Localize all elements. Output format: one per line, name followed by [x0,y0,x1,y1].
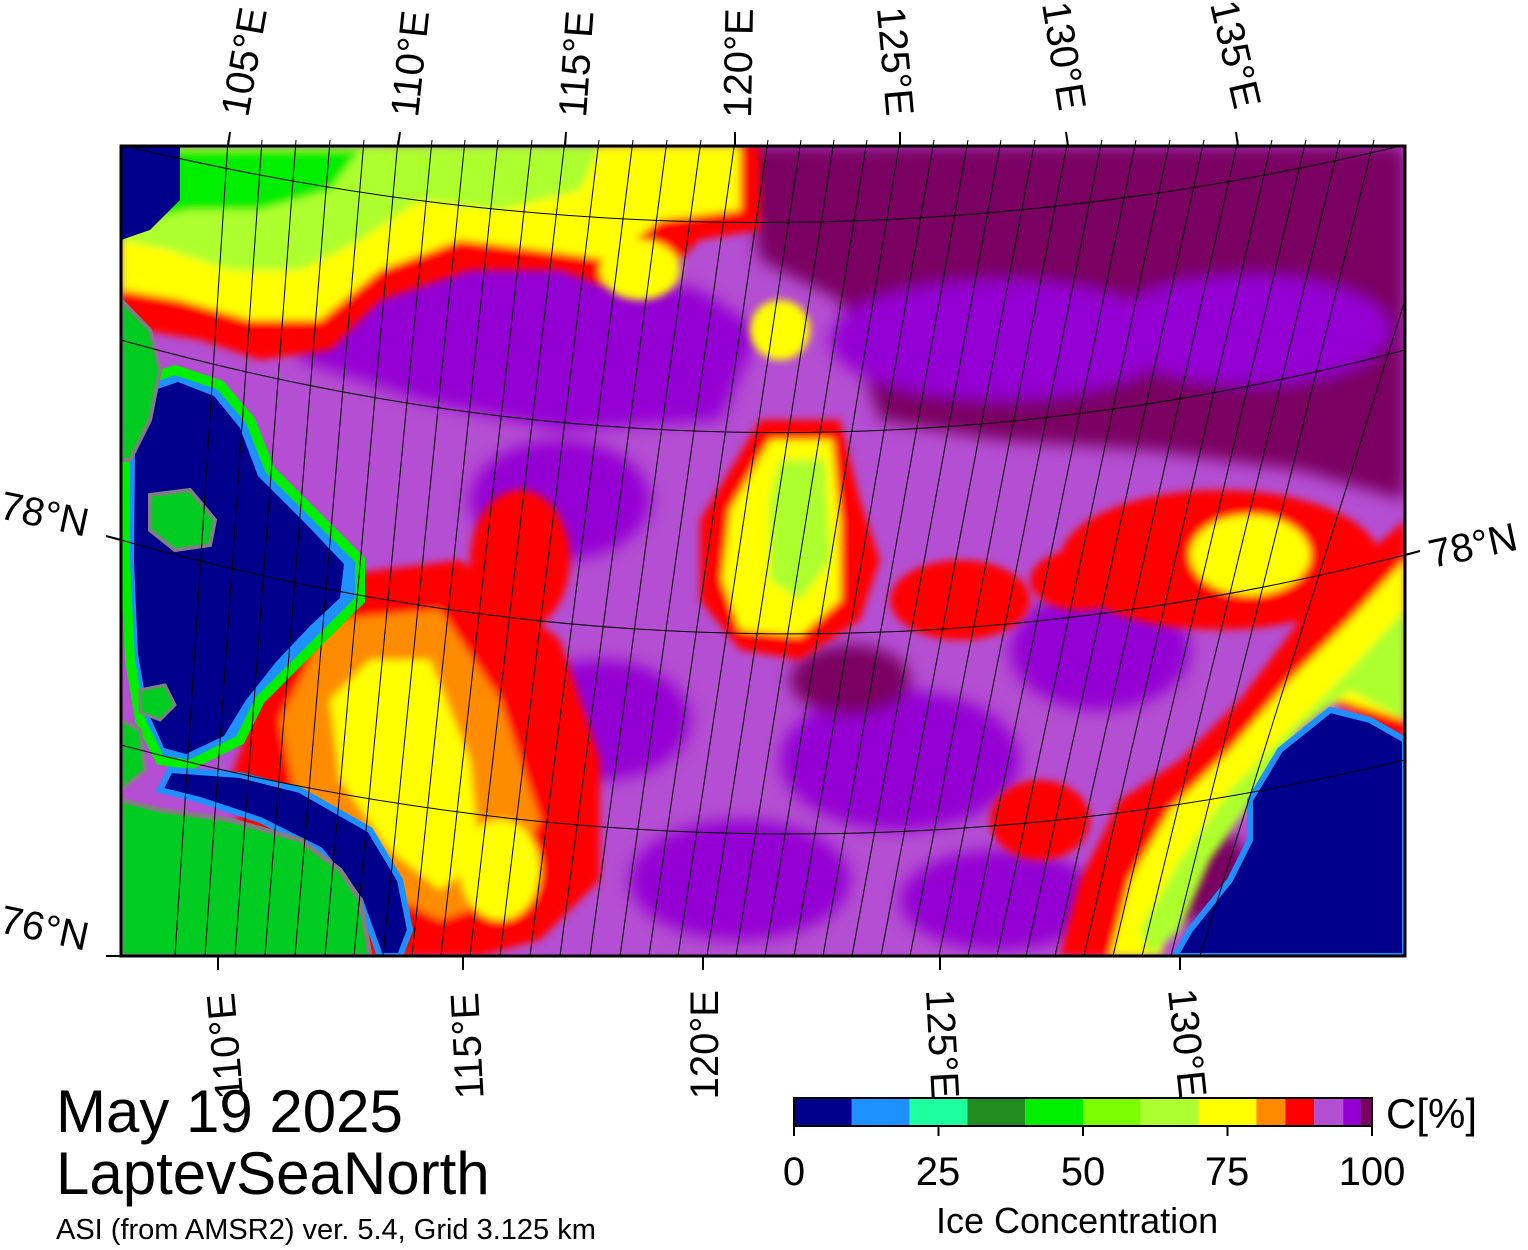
colorbar [793,1097,1373,1136]
colorbar-tick-100: 100 [1338,1150,1406,1194]
ice-concentration-field [121,146,1405,956]
colorbar-bin-3 [967,1098,1026,1126]
bottom-lon-label-120: 120°E [683,990,727,1099]
top-lon-label-115: 115°E [551,9,602,118]
bottom-lon-label-115: 115°E [443,992,493,1101]
graticule-lines [120,139,1406,957]
colorbar-bin-9 [1285,1098,1315,1126]
lat-label-78-left: 78°N [0,484,93,546]
top-lon-label-125: 125°E [868,5,921,118]
colorbar-bin-4 [1025,1098,1083,1126]
bottom-lon-label-110: 110°E [199,991,252,1101]
colorbar-unit: C[%] [1386,1090,1478,1137]
colorbar-bin-8 [1256,1098,1286,1126]
colorbar-bin-7 [1198,1098,1257,1126]
colorbar-title: Ice Concentration [936,1200,1219,1241]
lat-label-76-left: 76°N [0,898,93,960]
colorbar-tick-0: 0 [782,1150,806,1194]
top-lon-label-130: 130°E [1033,0,1094,113]
lat-label-78-right: 78°N [1425,515,1522,577]
colorbar-tick-25: 25 [915,1150,961,1194]
top-lon-label-105: 105°E [214,4,276,119]
colorbar-bin-10 [1314,1098,1344,1126]
colorbar-bin-0 [794,1098,852,1126]
colorbar-bin-11 [1343,1098,1361,1126]
tick-marks [105,131,1421,970]
colorbar-tick-50: 50 [1060,1150,1106,1194]
colorbar-bin-1 [851,1098,910,1126]
region-title: LaptevSeaNorth [56,1140,490,1207]
product-info: ASI (from AMSR2) ver. 5.4, Grid 3.125 km [56,1214,596,1246]
top-lon-label-110: 110°E [383,8,438,118]
colorbar-bin-12 [1360,1098,1372,1126]
colorbar-tick-75: 75 [1204,1150,1250,1194]
colorbar-bin-5 [1083,1098,1141,1126]
map-frame [119,144,1407,958]
top-lon-label-135: 135°E [1201,0,1268,113]
date-title: May 19 2025 [56,1078,403,1145]
bottom-lon-label-125: 125°E [917,988,967,1100]
colorbar-bin-6 [1140,1098,1199,1126]
colorbar-bin-2 [909,1098,968,1126]
top-lon-label-120: 120°E [716,8,762,118]
bottom-lon-label-130: 130°E [1159,986,1214,1099]
